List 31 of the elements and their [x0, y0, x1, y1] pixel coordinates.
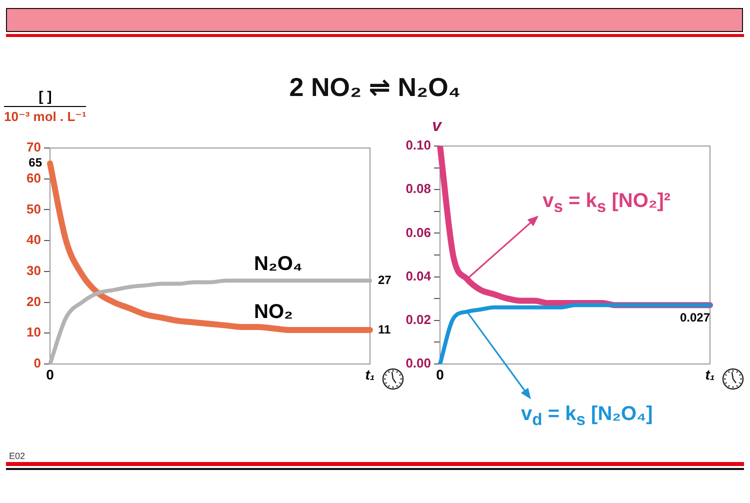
y-tick-label: 20	[26, 294, 41, 309]
y-tick-label: 0.08	[406, 181, 431, 196]
y-tick-label: 0.00	[406, 356, 431, 371]
text: v$_{s}$ = k$_{s}$ [NO₂]²	[542, 190, 671, 216]
legend-label: v$_{d}$ = k$_{s}$ [N₂O₄]	[521, 403, 653, 430]
line-series	[48, 278, 372, 364]
y-tick-label: 0	[34, 356, 41, 371]
data-label: 0.027	[680, 310, 710, 324]
data-label: 65	[28, 156, 42, 170]
data-label: 27	[378, 273, 392, 287]
y-tick-label: 0.10	[406, 138, 431, 153]
data-label: 11	[378, 322, 392, 336]
y-tick-label: 0.02	[406, 312, 431, 327]
y-tick-label: 50	[26, 201, 41, 216]
x-tick-label: t₁	[365, 366, 375, 382]
y-tick-label: 10	[26, 324, 41, 340]
y-axis-title: v	[432, 116, 442, 136]
y-tick-label: 70	[26, 140, 41, 155]
x-tick-label: 0	[46, 366, 54, 382]
y-axis-title: [ ] 10⁻³ mol . L⁻¹	[4, 88, 86, 125]
series-label: N₂O₄	[254, 252, 302, 275]
chart-title: 2 NO₂ ⇌ N₂O₄	[289, 72, 461, 102]
text: E02	[9, 451, 26, 461]
y-tick-label: 0.06	[406, 224, 431, 240]
y-tick-label: 40	[26, 232, 41, 248]
x-tick-label: t₁	[705, 366, 715, 382]
y-tick-label: 0.04	[406, 268, 432, 284]
y-tick-label: 30	[26, 263, 41, 278]
x-tick-label: 0	[436, 366, 444, 382]
series-label: NO₂	[254, 300, 293, 322]
y-tick-label: 60	[26, 170, 41, 186]
